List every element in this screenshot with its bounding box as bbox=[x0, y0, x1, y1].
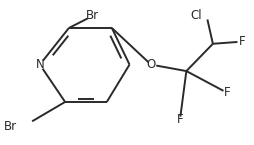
Text: F: F bbox=[224, 86, 230, 99]
Text: Br: Br bbox=[4, 120, 17, 133]
Text: O: O bbox=[146, 58, 156, 71]
Text: N: N bbox=[36, 58, 44, 71]
Text: F: F bbox=[239, 35, 245, 48]
Text: Cl: Cl bbox=[191, 9, 202, 22]
Text: Br: Br bbox=[86, 9, 100, 22]
Text: F: F bbox=[177, 113, 183, 126]
